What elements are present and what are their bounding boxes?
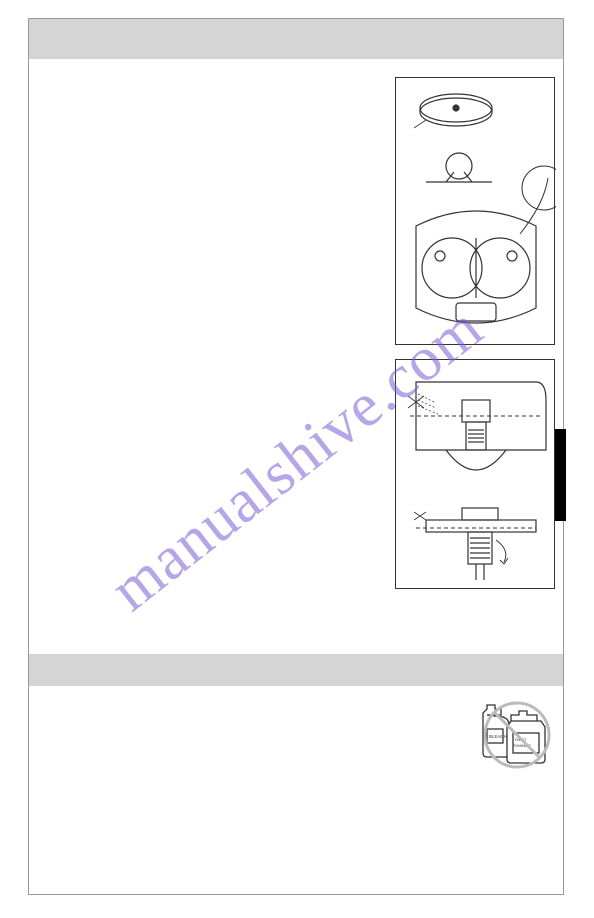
assembly-diagram-svg [396,78,556,346]
care-section-band [29,654,563,686]
no-chemicals-icon: BLEACH PAINT THINNER [477,701,557,771]
diagram-box-assembly [395,77,555,345]
header-band [29,19,563,59]
bottle-label-bleach: BLEACH [489,734,507,739]
diagram-box-nozzle [395,359,555,589]
nozzle-diagram-svg [396,360,556,590]
page-frame: BLEACH PAINT THINNER [28,18,564,895]
